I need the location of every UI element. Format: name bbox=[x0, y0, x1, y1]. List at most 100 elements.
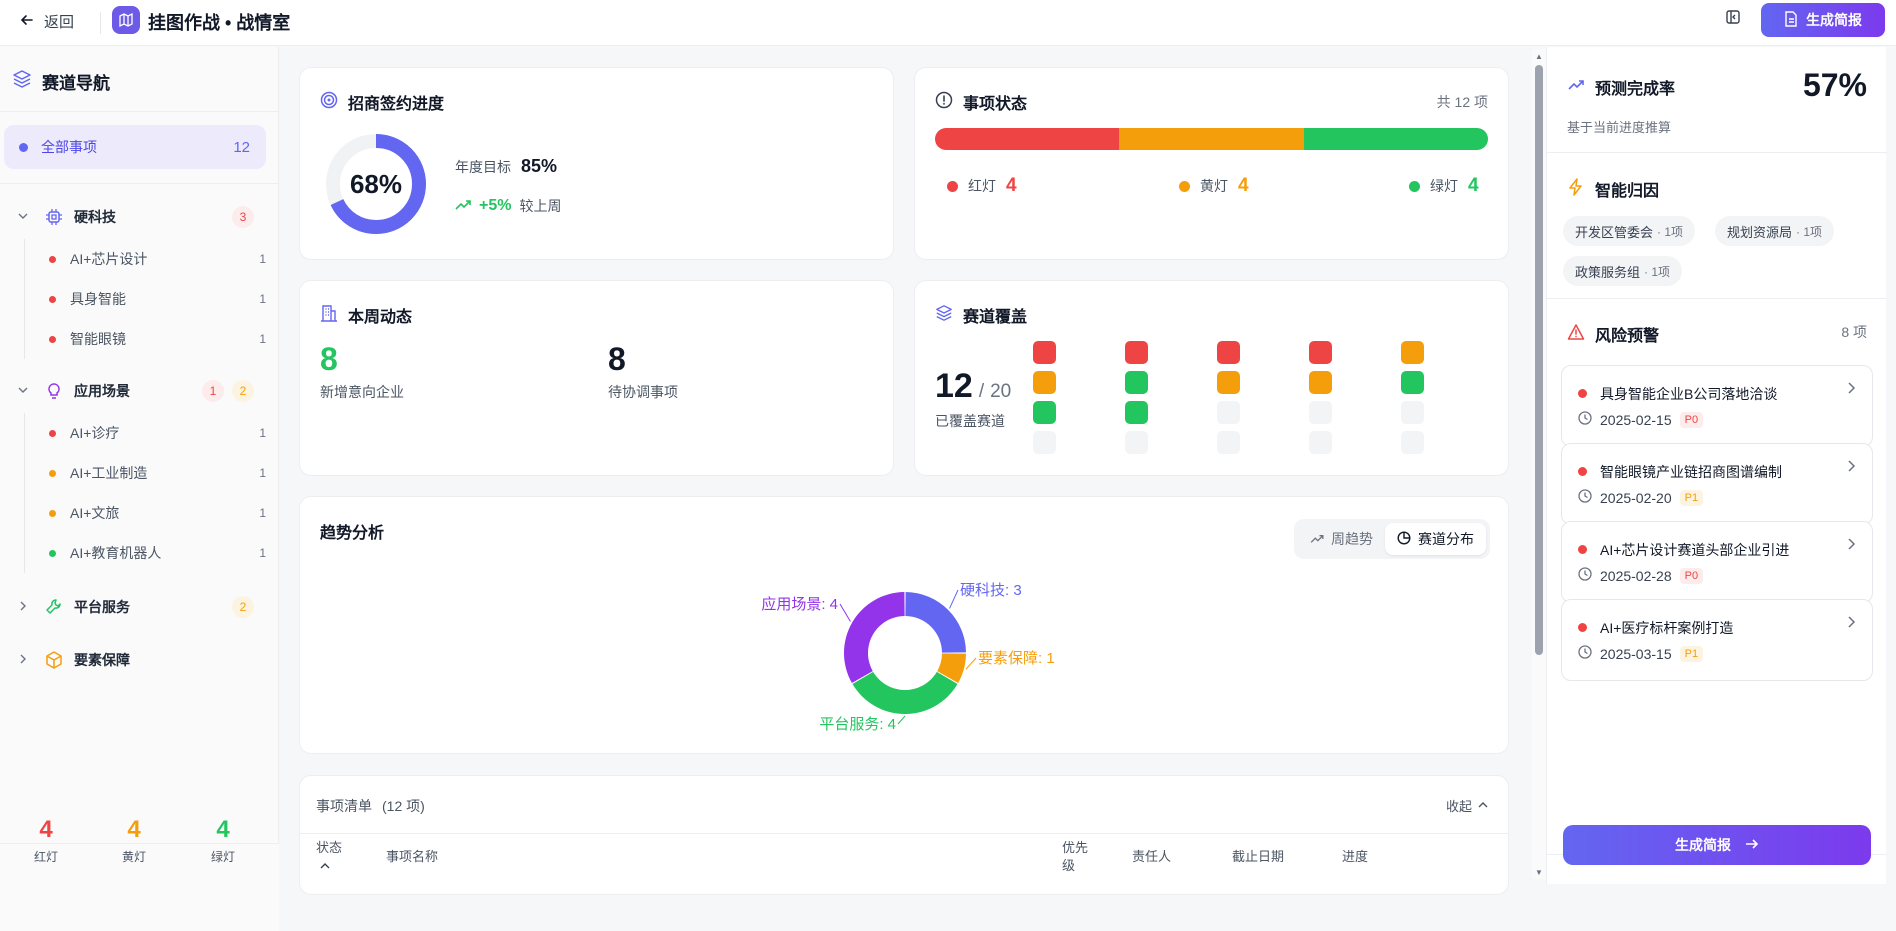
generate-brief-bottom-button[interactable]: 生成简报 bbox=[1563, 825, 1871, 865]
status-dot bbox=[49, 335, 56, 343]
chip-icon bbox=[44, 207, 64, 227]
tab-track-distribution[interactable]: 赛道分布 bbox=[1385, 523, 1486, 555]
trend-up-icon bbox=[1567, 78, 1585, 96]
column-progress[interactable]: 进度 bbox=[1342, 849, 1369, 864]
chip-label: 政策服务组 bbox=[1575, 264, 1641, 280]
attribution-chip[interactable]: 规划资源局 · 1项 bbox=[1715, 216, 1835, 246]
risk-item[interactable]: 具身智能企业B公司落地洽谈 2025-02-15 P0 bbox=[1561, 365, 1873, 447]
risk-item-title: 智能眼镜产业链招商图谱编制 bbox=[1600, 464, 1782, 480]
risk-section: 风险预警 8 项 具身智能企业B公司落地洽谈 2025-02-15 P0 智能眼… bbox=[1547, 299, 1887, 855]
arrow-left-icon bbox=[20, 13, 34, 31]
sidebar-item-ai-manufacturing[interactable]: AI+工业制造 1 bbox=[24, 453, 266, 493]
yellow-count-badge: 2 bbox=[232, 380, 254, 402]
scroll-down-icon[interactable]: ▼ bbox=[1535, 868, 1543, 877]
donut-slice[interactable] bbox=[905, 592, 966, 653]
green-summary-label: 绿灯 bbox=[210, 850, 235, 864]
items-list-card: 事项清单 (12 项) 收起 状态 事项名称 优先 级 责任人 截止日期 进度 bbox=[299, 775, 1509, 895]
sidebar-group-resources[interactable]: 要素保障 bbox=[18, 650, 254, 670]
chevron-right-icon bbox=[1846, 381, 1856, 399]
risk-item-title: AI+医疗标杆案例打造 bbox=[1600, 620, 1734, 636]
page-title: 挂图作战 • 战情室 bbox=[148, 13, 291, 33]
scrollbar-thumb[interactable] bbox=[1535, 65, 1543, 655]
legend-red: 红灯 4 bbox=[947, 175, 1017, 197]
priority-badge: P1 bbox=[1679, 489, 1704, 506]
coverage-cell-green bbox=[1125, 401, 1148, 424]
coverage-cell-red bbox=[1217, 341, 1240, 364]
column-status[interactable]: 状态 bbox=[316, 839, 342, 875]
scroll-up-icon[interactable]: ▲ bbox=[1535, 52, 1543, 61]
stat-label: 新增意向企业 bbox=[320, 384, 404, 400]
collapse-button[interactable]: 收起 bbox=[1446, 796, 1488, 815]
donut-slice[interactable] bbox=[937, 653, 966, 683]
sidebar-item-label: AI+教育机器人 bbox=[70, 545, 162, 561]
attribution-chip[interactable]: 开发区管委会 · 1项 bbox=[1563, 216, 1696, 246]
risk-item[interactable]: AI+医疗标杆案例打造 2025-03-15 P1 bbox=[1561, 599, 1873, 681]
card-header: 本周动态 bbox=[320, 303, 412, 327]
status-dot bbox=[19, 142, 28, 152]
risk-item[interactable]: AI+芯片设计赛道头部企业引进 2025-02-28 P0 bbox=[1561, 521, 1873, 603]
sidebar-item-smart-glasses[interactable]: 智能眼镜 1 bbox=[24, 319, 266, 359]
sidebar-item-ai-diagnosis[interactable]: AI+诊疗 1 bbox=[24, 413, 266, 453]
column-deadline[interactable]: 截止日期 bbox=[1232, 849, 1285, 864]
column-owner[interactable]: 责任人 bbox=[1132, 849, 1172, 864]
column-name[interactable]: 事项名称 bbox=[386, 849, 439, 864]
green-summary: 4 绿灯 bbox=[193, 816, 253, 865]
status-bar-green bbox=[1303, 128, 1488, 150]
sidebar-item-embodied-ai[interactable]: 具身智能 1 bbox=[24, 279, 266, 319]
sidebar-item-label: AI+诊疗 bbox=[70, 425, 120, 441]
annual-target: 年度目标 85% bbox=[455, 156, 557, 177]
sidebar-item-ai-edu-robot[interactable]: AI+教育机器人 1 bbox=[24, 533, 266, 573]
section-header: 智能归因 bbox=[1567, 177, 1659, 201]
coverage-total: 20 bbox=[990, 381, 1012, 402]
attribution-section: 智能归因 开发区管委会 · 1项 规划资源局 · 1项 政策服务组 · 1项 bbox=[1547, 153, 1887, 299]
coverage-cell-green bbox=[1033, 401, 1056, 424]
red-count-badge: 3 bbox=[232, 206, 254, 228]
status-dot bbox=[49, 295, 56, 303]
sidebar-item-all[interactable]: 全部事项 12 bbox=[4, 125, 266, 169]
donut-label: 要素保障: 1 bbox=[978, 649, 1055, 667]
sidebar-item-label: AI+文旅 bbox=[70, 505, 120, 521]
progress-value: 68% bbox=[349, 168, 403, 199]
tab-weekly-trend[interactable]: 周趋势 bbox=[1298, 523, 1385, 555]
donut-leader-line bbox=[965, 657, 977, 670]
coverage-cell-green bbox=[1125, 371, 1148, 394]
column-priority[interactable]: 优先 级 bbox=[1062, 839, 1088, 875]
new-companies-stat: 8 新增意向企业 bbox=[320, 341, 404, 402]
main-scrollbar[interactable]: ▲ ▼ bbox=[1532, 49, 1546, 879]
red-count-badge: 1 bbox=[202, 380, 224, 402]
back-button[interactable]: 返回 bbox=[20, 11, 74, 32]
warning-triangle-icon bbox=[1567, 323, 1585, 346]
sidebar-group-hardtech[interactable]: 硬科技 3 bbox=[18, 206, 254, 228]
button-label: 生成简报 bbox=[1675, 837, 1731, 853]
sidebar-item-label: 智能眼镜 bbox=[70, 331, 126, 347]
alert-circle-icon bbox=[935, 91, 953, 114]
attribution-chip[interactable]: 政策服务组 · 1项 bbox=[1563, 256, 1683, 286]
sidebar-item-ai-tourism[interactable]: AI+文旅 1 bbox=[24, 493, 266, 533]
sidebar-item-count: 1 bbox=[259, 506, 266, 520]
stat-value: 8 bbox=[608, 341, 626, 377]
collapse-panel-button[interactable] bbox=[1722, 8, 1744, 30]
coverage-cell-red bbox=[1125, 341, 1148, 364]
sidebar-group-scenarios[interactable]: 应用场景 1 2 bbox=[18, 380, 254, 402]
generate-brief-button[interactable]: 生成简报 bbox=[1761, 3, 1885, 37]
pie-chart-icon bbox=[1397, 530, 1411, 548]
sidebar-item-count: 12 bbox=[233, 138, 250, 156]
sidebar-group-platform[interactable]: 平台服务 2 bbox=[18, 596, 254, 618]
section-title: 风险预警 bbox=[1595, 328, 1660, 345]
card-header: 赛道覆盖 bbox=[935, 303, 1027, 327]
yellow-count-badge: 2 bbox=[232, 596, 254, 618]
status-dot bbox=[49, 255, 56, 263]
sidebar-item-ai-chip[interactable]: AI+芯片设计 1 bbox=[24, 239, 266, 279]
coverage-cell-yellow bbox=[1309, 371, 1332, 394]
risk-item[interactable]: 智能眼镜产业链招商图谱编制 2025-02-20 P1 bbox=[1561, 443, 1873, 525]
donut-slice[interactable] bbox=[844, 592, 905, 683]
status-dot bbox=[1409, 180, 1420, 192]
status-dot bbox=[49, 469, 56, 477]
clock-icon bbox=[1578, 489, 1592, 506]
priority-badge: P0 bbox=[1679, 411, 1704, 428]
priority-badge: P0 bbox=[1679, 567, 1704, 584]
panel-icon bbox=[1726, 9, 1740, 29]
chevron-right-icon bbox=[1846, 537, 1856, 555]
chevron-down-icon bbox=[18, 385, 32, 398]
donut-slice[interactable] bbox=[852, 671, 958, 714]
